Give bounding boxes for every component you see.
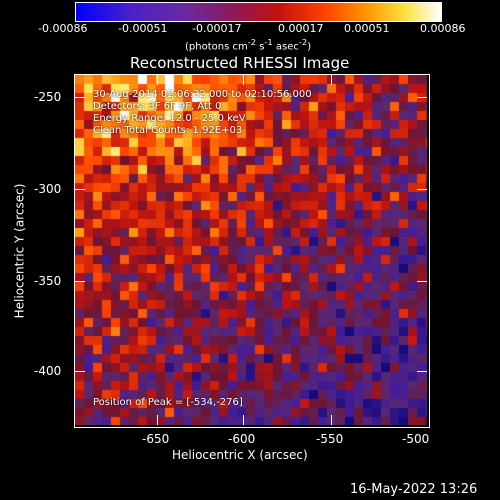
x-axis-title: Heliocentric X (arcsec) — [172, 448, 308, 462]
x-tick-mark — [243, 415, 244, 425]
annotation-detectors: Detectors: 3F 6F 9F, Att 0 — [93, 101, 222, 112]
footer-timestamp: 16-May-2022 13:26 — [350, 482, 478, 497]
plot-frame: 30-Aug-2014 02:06:32.000 to 02:10:56.000… — [74, 74, 430, 428]
y-tick-mark — [417, 189, 427, 190]
colorbar-tick: -0.00017 — [192, 22, 242, 35]
plot-title: Reconstructed RHESSI Image — [130, 54, 350, 72]
y-axis-title: Heliocentric Y (arcsec) — [12, 183, 27, 319]
colorbar-tick: -0.00051 — [118, 22, 168, 35]
y-tick-mark — [75, 97, 85, 98]
y-tick-label: -300 — [34, 182, 62, 196]
annotation-time: 30-Aug-2014 02:06:32.000 to 02:10:56.000 — [93, 89, 312, 100]
annotation-peak: Position of Peak = [-534,-276] — [93, 397, 243, 408]
y-tick-mark — [75, 281, 85, 282]
y-tick-mark — [75, 189, 85, 190]
x-tick-mark — [243, 75, 244, 85]
hxr-image — [75, 75, 427, 425]
colorbar — [75, 2, 442, 22]
x-tick-mark — [331, 75, 332, 85]
x-tick-mark — [331, 415, 332, 425]
x-tick-label: -600 — [228, 432, 256, 446]
y-tick-mark — [417, 97, 427, 98]
colorbar-tick: 0.00051 — [344, 22, 390, 35]
x-tick-mark — [157, 75, 158, 85]
y-tick-label: -400 — [34, 364, 62, 378]
y-tick-label: -350 — [34, 274, 62, 288]
y-tick-mark — [417, 281, 427, 282]
y-tick-mark — [417, 371, 427, 372]
colorbar-tick: 0.00017 — [278, 22, 324, 35]
y-tick-mark — [75, 371, 85, 372]
annotation-energy: Energy Range: 12.0 - 25.0 keV — [93, 113, 246, 124]
colorbar-ticks: -0.00086 -0.00051 -0.00017 0.00017 0.000… — [0, 22, 500, 38]
x-tick-label: -550 — [316, 432, 344, 446]
colorbar-tick: -0.00086 — [38, 22, 88, 35]
colorbar-units: (photons cm-2 s-1 asec-2) — [185, 37, 312, 53]
annotation-clean: Clean Total Counts: 1.92E+03 — [93, 125, 243, 136]
colorbar-tick: 0.00086 — [420, 22, 466, 35]
x-tick-label: -500 — [402, 432, 430, 446]
x-tick-label: -650 — [142, 432, 170, 446]
y-tick-label: -250 — [34, 90, 62, 104]
x-tick-mark — [157, 415, 158, 425]
